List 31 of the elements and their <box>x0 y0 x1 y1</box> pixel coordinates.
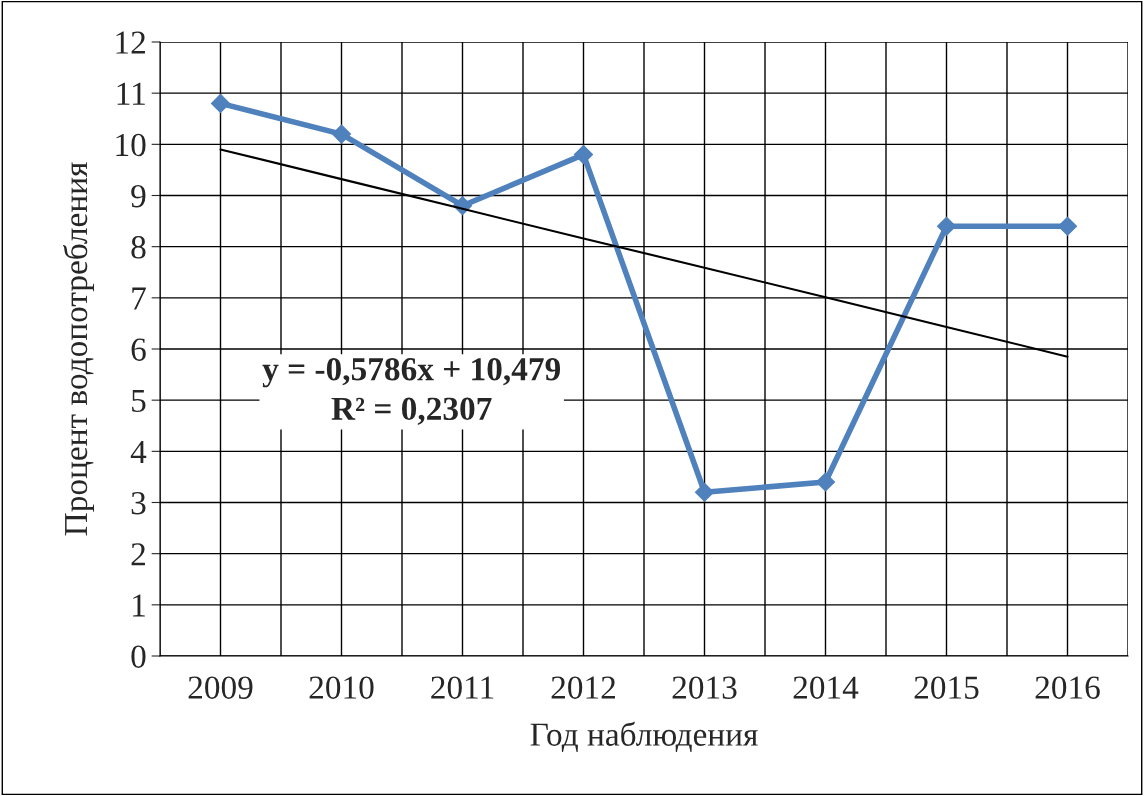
y-tick-label: 0 <box>131 645 146 668</box>
y-tick-label: 2 <box>131 543 145 566</box>
y-tick-label: 9 <box>131 184 146 208</box>
point <box>1057 216 1078 236</box>
y-tick-label: 5 <box>132 389 146 413</box>
x-tick-label: 2009 <box>188 676 253 699</box>
x-tick-label: 2016 <box>1035 676 1100 699</box>
x-tick-label: 2010 <box>309 676 374 699</box>
x-tick-label: 2014 <box>793 676 859 699</box>
point <box>815 472 836 492</box>
point <box>694 482 715 502</box>
x-tick-label: 2013 <box>672 676 737 699</box>
y-tick-label: 7 <box>132 287 146 310</box>
point <box>573 145 594 165</box>
y-tick-label: 10 <box>116 133 146 157</box>
point <box>210 93 231 113</box>
y-tick-label: 11 <box>117 82 145 105</box>
y-tick-label: 4 <box>130 440 147 463</box>
x-tick-label: 2011 <box>431 676 494 699</box>
y-tick-label: 8 <box>131 236 146 259</box>
point <box>936 216 957 236</box>
x-tick-label: 2012 <box>551 676 615 699</box>
annotation: y = -0,5786x + 10,479 R² = 0,2307 <box>262 357 561 425</box>
y-tick-label: 6 <box>131 338 146 361</box>
y-tick-label: 1 <box>133 594 145 617</box>
point <box>331 124 352 144</box>
y-axis-title: Процент водопотребления <box>63 162 95 536</box>
y-tick-label: 3 <box>131 491 146 515</box>
x-axis-title: Год наблюдения <box>530 721 758 752</box>
y-tick-label: 12 <box>116 31 145 54</box>
x-tick-label: 2015 <box>914 676 979 699</box>
